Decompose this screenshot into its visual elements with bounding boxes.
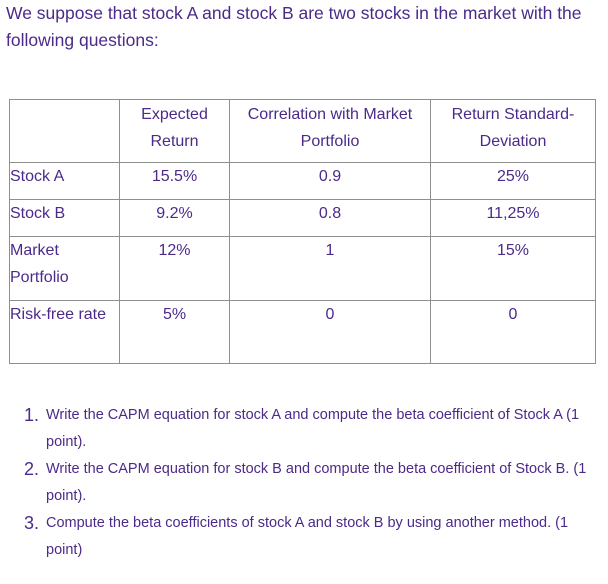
question-number: 2. [24, 459, 40, 479]
row-label: Risk-free rate [9, 300, 120, 364]
std-dev-value: 0 [430, 300, 596, 364]
header-expected-return: Expected Return [119, 99, 230, 163]
intro-text: We suppose that stock A and stock B are … [6, 3, 582, 50]
table-row: Market Portfolio 12% 1 15% [9, 236, 596, 301]
table-header-row: Expected Return Correlation with Market … [9, 99, 596, 163]
expected-return-value: 5% [119, 300, 230, 364]
table-row: Stock B 9.2% 0.8 11,25% [9, 199, 596, 237]
correlation-value: 0.8 [229, 199, 431, 237]
stock-data-table: Expected Return Correlation with Market … [9, 99, 596, 364]
std-dev-value: 15% [430, 236, 596, 301]
correlation-value: 0.9 [229, 162, 431, 200]
question-list: 1. Write the CAPM equation for stock A a… [24, 402, 598, 564]
std-dev-value: 25% [430, 162, 596, 200]
row-label: Stock B [9, 199, 120, 237]
list-item: 1. Write the CAPM equation for stock A a… [24, 402, 598, 456]
expected-return-value: 12% [119, 236, 230, 301]
table-row: Risk-free rate 5% 0 0 [9, 300, 596, 364]
expected-return-value: 15.5% [119, 162, 230, 200]
expected-return-value: 9.2% [119, 199, 230, 237]
header-correlation: Correlation with Market Portfolio [229, 99, 431, 163]
question-text: Write the CAPM equation for stock A and … [46, 407, 580, 450]
correlation-value: 0 [229, 300, 431, 364]
list-item: 3. Compute the beta coefficients of stoc… [24, 510, 598, 564]
table-row: Stock A 15.5% 0.9 25% [9, 162, 596, 200]
question-number: 1. [24, 405, 40, 425]
correlation-value: 1 [229, 236, 431, 301]
question-text: Compute the beta coefficients of stock A… [46, 515, 569, 558]
question-text: Write the CAPM equation for stock B and … [46, 461, 587, 504]
row-label: Stock A [9, 162, 120, 200]
header-std-dev: Return Standard-Deviation [430, 99, 596, 163]
std-dev-value: 11,25% [430, 199, 596, 237]
question-number: 3. [24, 513, 40, 533]
header-empty [9, 99, 120, 163]
row-label: Market Portfolio [9, 236, 120, 301]
list-item: 2. Write the CAPM equation for stock B a… [24, 456, 598, 510]
